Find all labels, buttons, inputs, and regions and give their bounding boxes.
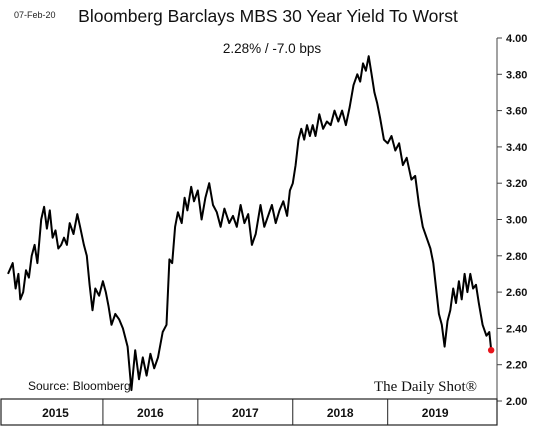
- x-category-label: 2015: [42, 406, 69, 420]
- y-tick-label: 3.40: [506, 142, 527, 154]
- x-category-label: 2019: [422, 406, 449, 420]
- y-tick-label: 2.80: [506, 251, 527, 263]
- y-tick-label: 2.00: [506, 396, 527, 408]
- chart-title: Bloomberg Barclays MBS 30 Year Yield To …: [78, 6, 458, 26]
- date-stamp: 07-Feb-20: [14, 10, 56, 20]
- y-tick-label: 4.00: [506, 33, 527, 45]
- y-tick-label: 3.80: [506, 69, 527, 81]
- y-axis-ticks: 4.00 3.80 3.60 3.40 3.20 3.00 2.80 2.60 2.40 2.20…: [497, 33, 527, 408]
- x-category-label: 2016: [137, 406, 164, 420]
- source-note: Source: Bloomberg: [28, 379, 131, 393]
- x-axis-categories: 2015 2016 2017 2018 2019: [42, 399, 449, 425]
- x-category-label: 2017: [232, 406, 259, 420]
- brand-logo: The Daily Shot®: [374, 379, 477, 395]
- x-category-label: 2018: [327, 406, 354, 420]
- y-tick-label: 3.60: [506, 106, 527, 118]
- x-axis-band: 2015 2016 2017 2018 2019: [0, 398, 498, 426]
- series-line: [7, 55, 493, 392]
- plot-area: [7, 55, 495, 392]
- x-axis-box: [0, 398, 498, 426]
- y-tick-label: 2.20: [506, 360, 527, 372]
- y-tick-label: 2.40: [506, 323, 527, 335]
- chart-subtitle: 2.28% / -7.0 bps: [223, 41, 322, 56]
- y-tick-label: 2.60: [506, 287, 527, 299]
- last-value-marker: [487, 346, 495, 354]
- y-tick-label: 3.20: [506, 178, 527, 190]
- y-tick-label: 3.00: [506, 215, 527, 227]
